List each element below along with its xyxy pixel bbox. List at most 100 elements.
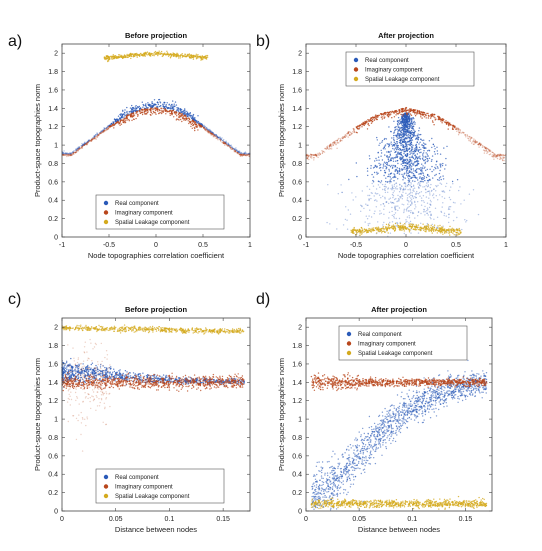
scatter-point	[410, 210, 412, 212]
scatter-point	[371, 173, 373, 176]
scatter-point	[417, 232, 420, 234]
scatter-point	[431, 146, 433, 149]
scatter-point	[158, 99, 160, 101]
scatter-point	[130, 115, 132, 117]
scatter-point	[404, 107, 407, 109]
scatter-point	[352, 231, 354, 234]
scatter-point	[177, 55, 179, 57]
chart-title: Before projection	[125, 305, 188, 314]
scatter-point	[382, 167, 384, 169]
scatter-point	[417, 228, 419, 231]
scatter-point	[195, 126, 197, 128]
scatter-point	[197, 115, 199, 117]
scatter-point	[410, 132, 412, 135]
scatter-point	[416, 112, 418, 114]
scatter-point	[418, 130, 420, 132]
scatter-point	[376, 159, 378, 161]
scatter-point	[389, 221, 391, 224]
scatter-point	[410, 181, 412, 184]
y-tick-label: 0.4	[48, 198, 58, 205]
scatter-point	[438, 116, 441, 118]
scatter-point	[403, 122, 405, 124]
scatter-point	[460, 203, 462, 205]
scatter-point	[407, 163, 409, 165]
scatter-point	[373, 166, 376, 168]
scatter-point	[353, 226, 355, 229]
scatter-point	[451, 180, 454, 183]
scatter-point	[117, 115, 120, 117]
scatter-point	[394, 227, 397, 230]
scatter-point	[415, 155, 417, 158]
scatter-point	[384, 185, 386, 188]
scatter-point	[180, 118, 182, 121]
scatter-point	[433, 228, 435, 231]
scatter-point	[445, 230, 447, 232]
scatter-point	[390, 111, 393, 113]
scatter-point	[464, 134, 467, 136]
scatter-point	[142, 103, 144, 106]
scatter-point	[395, 150, 397, 153]
scatter-point	[443, 118, 445, 121]
scatter-point	[174, 54, 177, 56]
scatter-point	[393, 176, 396, 178]
scatter-point	[439, 224, 441, 227]
scatter-point	[410, 121, 412, 123]
scatter-point	[394, 166, 396, 168]
scatter-point	[417, 133, 419, 135]
y-tick-label: 1.4	[292, 106, 302, 113]
scatter-point	[222, 142, 224, 144]
scatter-point	[110, 125, 112, 127]
scatter-point	[203, 126, 206, 128]
scatter-point	[188, 55, 190, 57]
scatter-point	[445, 123, 448, 125]
scatter-point	[370, 216, 373, 218]
scatter-point	[406, 227, 408, 229]
scatter-point	[407, 172, 409, 175]
scatter-point	[153, 108, 155, 110]
scatter-point	[403, 210, 405, 212]
scatter-point	[415, 111, 417, 113]
scatter-point	[206, 54, 209, 57]
scatter-point	[415, 224, 417, 226]
x-tick-label: 0.5	[198, 242, 208, 249]
scatter-point	[120, 119, 122, 122]
scatter-point	[417, 224, 420, 226]
scatter-point	[415, 143, 418, 146]
scatter-point	[63, 152, 65, 154]
legend-entry: Real component	[365, 58, 409, 64]
scatter-point	[88, 140, 90, 142]
scatter-point	[143, 110, 146, 113]
scatter-point	[442, 225, 444, 227]
scatter-point	[411, 139, 414, 141]
scatter-point	[408, 193, 410, 195]
scatter-point	[415, 149, 418, 151]
scatter-point	[146, 113, 148, 115]
scatter-point	[415, 171, 418, 173]
scatter-point	[406, 220, 408, 223]
scatter-point	[402, 188, 404, 191]
scatter-point	[385, 112, 388, 114]
scatter-point	[62, 153, 64, 155]
scatter-point	[413, 187, 416, 189]
scatter-point	[406, 117, 408, 119]
scatter-point	[401, 131, 403, 134]
scatter-point	[431, 226, 434, 228]
scatter-point	[387, 115, 389, 118]
scatter-point	[433, 145, 436, 147]
scatter-point	[384, 113, 387, 116]
scatter-point	[385, 223, 388, 226]
scatter-point	[433, 124, 435, 126]
scatter-point	[193, 126, 195, 129]
scatter-point	[405, 162, 407, 164]
scatter-point	[190, 115, 192, 117]
scatter-point	[143, 108, 146, 110]
scatter-point	[439, 194, 441, 196]
scatter-point	[415, 135, 417, 137]
y-axis-label: Product-space topographies norm	[33, 84, 42, 197]
scatter-point	[376, 200, 378, 202]
scatter-point	[425, 156, 427, 159]
scatter-point	[408, 196, 411, 198]
scatter-point	[157, 110, 159, 112]
scatter-point	[383, 161, 386, 163]
scatter-point	[393, 183, 396, 186]
